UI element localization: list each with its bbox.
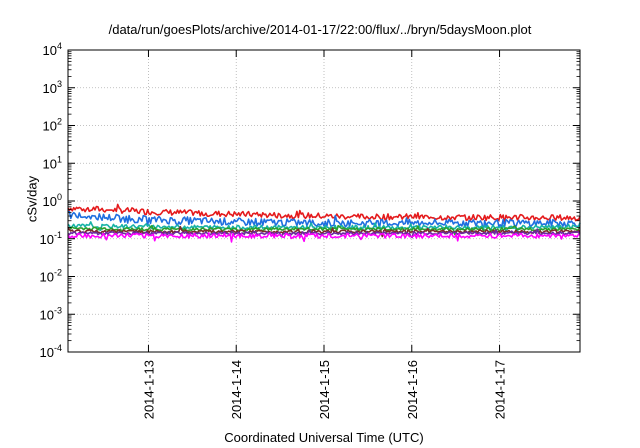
x-tick-label: 2014-1-15 xyxy=(317,360,332,419)
ticks xyxy=(68,49,580,353)
series-line xyxy=(67,232,581,243)
y-tick-label: 101 xyxy=(43,154,62,171)
x-axis-label: Coordinated Universal Time (UTC) xyxy=(224,430,424,445)
y-tick-label: 10-4 xyxy=(40,343,62,360)
y-tick-label: 10-2 xyxy=(40,268,62,285)
y-tick-label: 104 xyxy=(43,41,62,58)
grid xyxy=(68,50,580,352)
x-tick-label: 2014-1-17 xyxy=(493,360,508,419)
y-tick-label: 100 xyxy=(43,192,62,209)
x-tick-label: 2014-1-16 xyxy=(405,360,420,419)
series-lines xyxy=(67,203,581,243)
y-tick-label: 10-1 xyxy=(40,230,62,247)
y-tick-label: 10-3 xyxy=(40,305,62,322)
chart-title: /data/run/goesPlots/archive/2014-01-17/2… xyxy=(108,22,532,37)
series-line xyxy=(67,203,581,224)
x-tick-labels: 2014-1-13 2014-1-14 2014-1-15 2014-1-16 2014… xyxy=(141,360,507,419)
series-line xyxy=(67,224,581,236)
y-tick-label: 102 xyxy=(43,117,62,134)
series-line xyxy=(67,210,581,232)
y-axis-label: cSv/day xyxy=(24,175,40,223)
y-tick-labels: 10-4 10-3 10-2 10-1 100 101 102 103 104 xyxy=(40,41,62,360)
x-tick-label: 2014-1-14 xyxy=(229,360,244,419)
series-line xyxy=(67,225,581,238)
x-tick-label: 2014-1-13 xyxy=(141,360,156,419)
y-tick-label: 103 xyxy=(43,79,62,96)
